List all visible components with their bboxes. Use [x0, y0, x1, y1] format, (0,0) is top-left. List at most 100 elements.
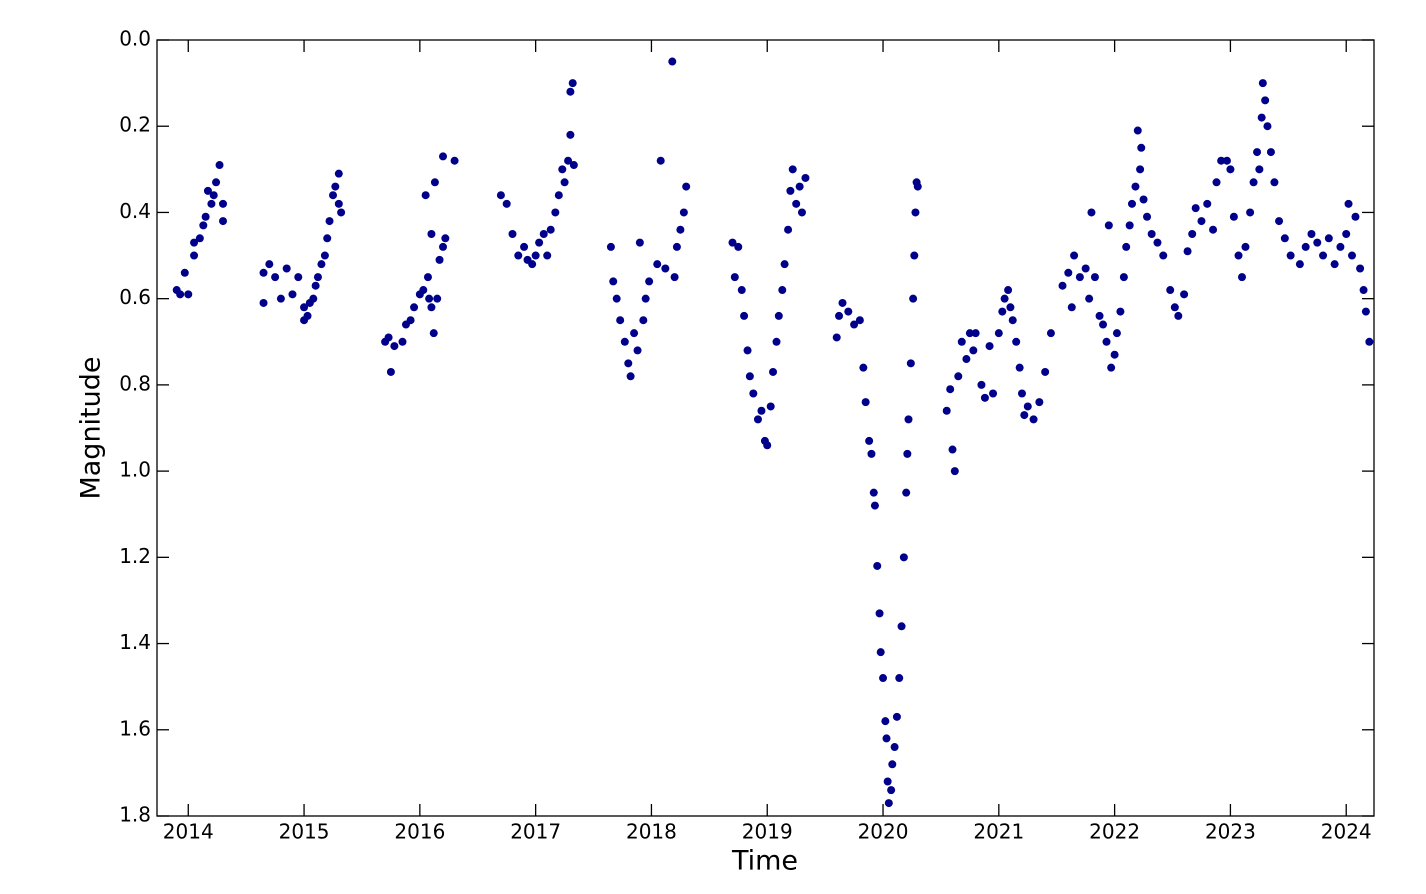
data-point — [1280, 234, 1289, 243]
data-point — [969, 346, 978, 355]
data-point — [1104, 221, 1113, 230]
data-point — [190, 238, 199, 247]
y-tick-label: 0.2 — [119, 113, 151, 137]
data-point — [1226, 165, 1235, 174]
data-point — [670, 273, 679, 282]
data-point — [869, 488, 878, 497]
data-point — [219, 199, 228, 208]
data-point — [861, 398, 870, 407]
data-point — [780, 260, 789, 269]
data-point — [433, 294, 442, 303]
data-point — [1041, 367, 1050, 376]
data-point — [184, 290, 193, 299]
data-point — [1095, 311, 1104, 320]
data-point — [419, 286, 428, 295]
data-point — [207, 199, 216, 208]
data-point — [334, 199, 343, 208]
x-tick-label: 2017 — [510, 820, 561, 844]
data-point — [410, 303, 419, 312]
data-point — [1153, 238, 1162, 247]
data-point — [903, 449, 912, 458]
data-point — [203, 186, 212, 195]
data-point — [566, 87, 575, 96]
data-point — [1212, 178, 1221, 187]
data-point — [1064, 268, 1073, 277]
data-point — [1261, 96, 1270, 105]
data-point — [1301, 242, 1310, 251]
data-point — [1143, 212, 1152, 221]
x-tick-label: 2021 — [973, 820, 1024, 844]
y-tick-label: 1.4 — [119, 630, 151, 654]
data-point — [1125, 221, 1134, 230]
data-point — [276, 294, 285, 303]
data-point — [962, 355, 971, 364]
data-point — [883, 777, 892, 786]
data-point — [311, 281, 320, 290]
data-point — [1110, 350, 1119, 359]
data-point — [337, 208, 346, 217]
data-point — [870, 501, 879, 510]
data-point — [313, 273, 322, 282]
data-point — [1116, 307, 1125, 316]
data-point — [1263, 122, 1272, 131]
data-point — [514, 251, 523, 260]
data-point — [743, 346, 752, 355]
data-point — [766, 402, 775, 411]
data-point — [954, 372, 963, 381]
data-point — [212, 178, 221, 187]
data-point — [730, 273, 739, 282]
data-point — [876, 648, 885, 657]
data-point — [1112, 329, 1121, 338]
data-point — [423, 273, 432, 282]
data-point — [835, 311, 844, 320]
data-point — [1255, 165, 1264, 174]
data-point — [282, 264, 291, 273]
data-point — [1197, 217, 1206, 226]
data-point — [1330, 260, 1339, 269]
data-point — [734, 242, 743, 251]
data-point — [950, 467, 959, 476]
data-point — [882, 734, 891, 743]
y-tick-label: 1.8 — [119, 803, 151, 827]
data-point — [1237, 273, 1246, 282]
data-point — [910, 251, 919, 260]
data-point — [259, 268, 268, 277]
data-point — [1035, 398, 1044, 407]
y-tick-label: 0.8 — [119, 371, 151, 395]
data-point — [1191, 204, 1200, 213]
data-point — [331, 182, 340, 191]
data-point — [429, 329, 438, 338]
data-point — [881, 717, 890, 726]
x-tick-label: 2014 — [163, 820, 214, 844]
data-point — [612, 294, 621, 303]
data-point — [535, 238, 544, 247]
data-point — [303, 311, 312, 320]
data-point — [1257, 113, 1266, 122]
data-point — [911, 208, 920, 217]
data-point — [1087, 208, 1096, 217]
data-point — [1137, 143, 1146, 152]
data-point — [1147, 230, 1156, 238]
data-point — [259, 298, 268, 307]
data-point — [551, 208, 560, 217]
data-point — [980, 393, 989, 402]
y-tick-label: 0.6 — [119, 285, 151, 309]
data-point — [797, 208, 806, 217]
data-point — [1266, 148, 1275, 157]
data-point — [390, 342, 399, 351]
data-point — [215, 161, 224, 170]
data-point — [199, 221, 208, 230]
data-point — [948, 445, 957, 454]
data-point — [317, 260, 326, 269]
data-point — [1351, 212, 1360, 221]
data-point — [1336, 242, 1345, 251]
data-point — [1122, 242, 1131, 251]
data-point — [912, 178, 921, 187]
y-tick-label: 1.2 — [119, 544, 151, 568]
data-point — [788, 165, 797, 174]
data-point — [201, 212, 210, 221]
data-point — [425, 294, 434, 303]
data-point — [772, 337, 781, 346]
data-point — [568, 79, 577, 88]
